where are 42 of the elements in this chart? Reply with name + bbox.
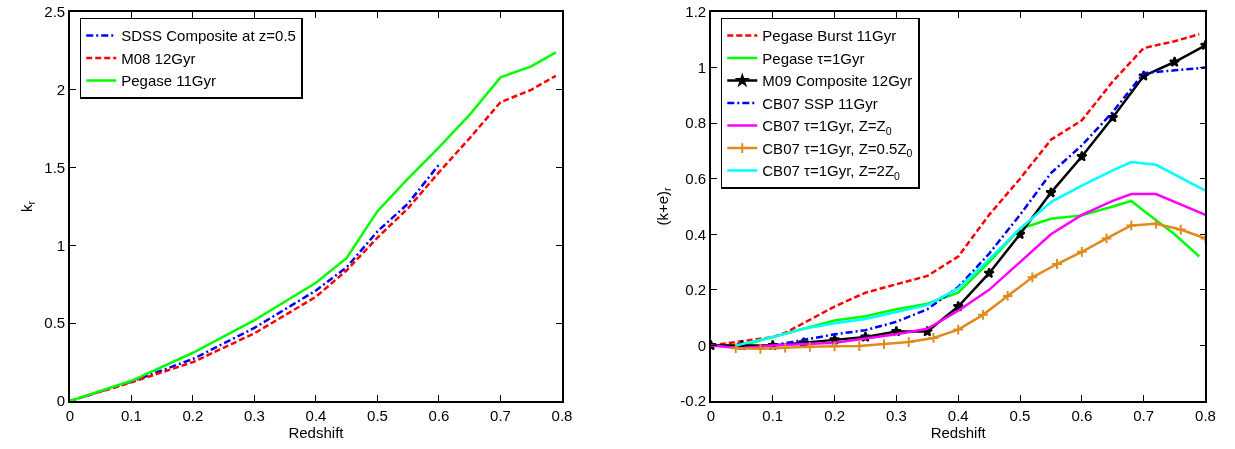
y-tick-label: 0.2 bbox=[685, 281, 707, 299]
x-tick-label: 0.1 bbox=[762, 406, 784, 424]
legend-label: CB07 τ=1Gyr, Z=2Z$_{0}$ bbox=[762, 162, 901, 182]
y-tick-label: 0.4 bbox=[685, 225, 707, 243]
x-tick-label: 0.4 bbox=[947, 406, 969, 424]
legend-label: Pegase τ=1Gyr bbox=[762, 49, 865, 67]
y-tick-label: 0.6 bbox=[685, 169, 707, 187]
x-tick-label: 0.1 bbox=[121, 406, 142, 424]
x-tick-label: 0.7 bbox=[1133, 406, 1155, 424]
y-tick-label: 1.5 bbox=[44, 158, 66, 176]
y-tick-label: 0.5 bbox=[44, 314, 66, 332]
legend-label: CB07 SSP 11Gyr bbox=[762, 94, 878, 112]
y-tick-label: 1 bbox=[56, 236, 66, 254]
y-tick-label: 0 bbox=[56, 392, 66, 410]
y-tick-label: 2.5 bbox=[44, 3, 66, 21]
y-tick-label: 0.8 bbox=[685, 114, 707, 132]
y-tick-label: 2 bbox=[56, 81, 66, 99]
y-tick-label: 1.2 bbox=[685, 3, 707, 21]
x-tick-label: 0.8 bbox=[1195, 406, 1216, 424]
y-tick-label: 0 bbox=[697, 336, 707, 354]
legend-label: Pegase Burst 11Gyr bbox=[762, 27, 897, 45]
legend-label: SDSS Composite at z=0.5 bbox=[121, 27, 296, 45]
x-tick-label: 0.3 bbox=[244, 406, 265, 424]
x-tick-label: 0.8 bbox=[551, 406, 573, 424]
x-axis-title: Redshift bbox=[930, 423, 987, 441]
x-tick-label: 0.7 bbox=[490, 406, 511, 424]
legend-label: Pegase 11Gyr bbox=[121, 72, 217, 90]
x-tick-label: 0.5 bbox=[1009, 406, 1031, 424]
legend-label: M08 12Gyr bbox=[121, 49, 196, 67]
x-tick-label: 0.4 bbox=[305, 406, 327, 424]
x-tick-label: 0.2 bbox=[182, 406, 204, 424]
x-tick-label: 0.6 bbox=[1071, 406, 1093, 424]
x-tick-label: 0.2 bbox=[824, 406, 846, 424]
legend-label: CB07 τ=1Gyr, Z=Z$_{0}$ bbox=[762, 117, 892, 137]
x-axis-title: Redshift bbox=[288, 423, 345, 441]
legend-label: CB07 τ=1Gyr, Z=0.5Z$_{0}$ bbox=[762, 139, 913, 160]
legend-label: M09 Composite 12Gyr bbox=[762, 72, 913, 90]
y-tick-label: -0.2 bbox=[680, 392, 707, 410]
y-tick-label: 1 bbox=[697, 58, 707, 76]
x-tick-label: 0.3 bbox=[885, 406, 907, 424]
x-tick-label: 0.6 bbox=[428, 406, 450, 424]
x-tick-label: 0.5 bbox=[367, 406, 388, 424]
